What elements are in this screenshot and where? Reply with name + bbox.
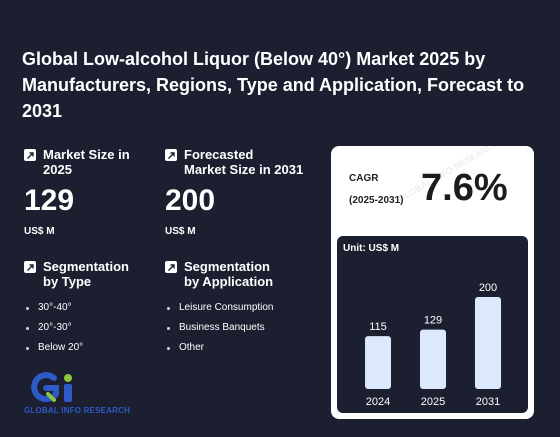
market-size-metric: Market Size in 2025 129 US$ M: [24, 147, 130, 237]
trend-arrow-icon: [165, 261, 177, 273]
list-item: Business Banquets: [167, 318, 274, 338]
trend-arrow-icon: [24, 261, 36, 273]
tick-label-2024: 2024: [366, 396, 390, 408]
trend-arrow-icon: [24, 149, 36, 161]
list-item: 30°-40°: [26, 298, 129, 318]
segmentation-application-label-line2: by Application: [184, 274, 274, 289]
segmentation-application-label-line1: Segmentation: [184, 259, 270, 274]
forecast-unit: US$ M: [165, 226, 196, 237]
application-item-label: Other: [179, 342, 205, 353]
bullet-icon: [26, 346, 29, 350]
tick-label-2031: 2031: [476, 396, 500, 408]
data-label-2031: 200: [479, 282, 497, 294]
market-size-value: 129: [24, 184, 75, 217]
list-item: Below 20°: [26, 338, 129, 358]
cagr-value: 7.6%: [421, 167, 508, 209]
forecast-value: 200: [165, 184, 216, 217]
cagr-period: (2025-2031): [349, 195, 404, 206]
type-item-label: 30°-40°: [38, 302, 72, 313]
cagr-card: GLOBAL INFO RESEARCH CAGR (2025-2031) 7.…: [331, 146, 534, 419]
application-item-label: Leisure Consumption: [179, 302, 274, 313]
global-info-research-logo: GLOBAL INFO RESEARCH: [24, 372, 144, 418]
logo-text: GLOBAL INFO RESEARCH: [24, 406, 131, 415]
type-item-label: 20°-30°: [38, 322, 72, 333]
market-size-label-line1: Market Size in: [43, 147, 130, 162]
bar-chart: Unit: US$ M 115 2024 129 2025 200 2031: [337, 236, 528, 413]
forecast-metric: Forecasted Market Size in 2031 200 US$ M: [165, 147, 303, 237]
segmentation-type-label-line2: by Type: [43, 274, 92, 289]
bar-2024: [365, 336, 391, 389]
segmentation-application: Segmentation by Application Leisure Cons…: [165, 259, 274, 358]
bullet-icon: [26, 326, 29, 330]
bullet-icon: [26, 306, 29, 310]
market-size-unit: US$ M: [24, 226, 55, 237]
bullet-icon: [167, 346, 170, 350]
segmentation-type-label-line1: Segmentation: [43, 259, 129, 274]
bar-2025: [420, 329, 446, 389]
bar-2031: [475, 297, 501, 389]
forecast-label-line2: Market Size in 2031: [184, 162, 304, 177]
market-size-label-line2: 2025: [43, 162, 72, 177]
chart-unit-label: Unit: US$ M: [343, 243, 400, 254]
tick-label-2025: 2025: [421, 396, 445, 408]
type-item-label: Below 20°: [38, 342, 84, 353]
bullet-icon: [167, 306, 170, 310]
segmentation-type: Segmentation by Type 30°-40° 20°-30° Bel…: [24, 259, 129, 358]
data-label-2024: 115: [369, 321, 387, 333]
forecast-label-line1: Forecasted: [184, 147, 254, 162]
logo-mark-icon: [31, 372, 72, 403]
list-item: Other: [167, 338, 274, 358]
type-list: 30°-40° 20°-30° Below 20°: [26, 298, 129, 358]
list-item: Leisure Consumption: [167, 298, 274, 318]
chart-plot: 115 2024 129 2025 200 2031: [365, 282, 501, 408]
page-title: Global Low-alcohol Liquor (Below 40°) Ma…: [22, 49, 525, 121]
application-item-label: Business Banquets: [179, 322, 265, 333]
trend-arrow-icon: [165, 149, 177, 161]
bullet-icon: [167, 326, 170, 330]
data-label-2025: 129: [424, 315, 442, 327]
application-list: Leisure Consumption Business Banquets Ot…: [167, 298, 274, 358]
list-item: 20°-30°: [26, 318, 129, 338]
cagr-label: CAGR: [349, 173, 379, 184]
